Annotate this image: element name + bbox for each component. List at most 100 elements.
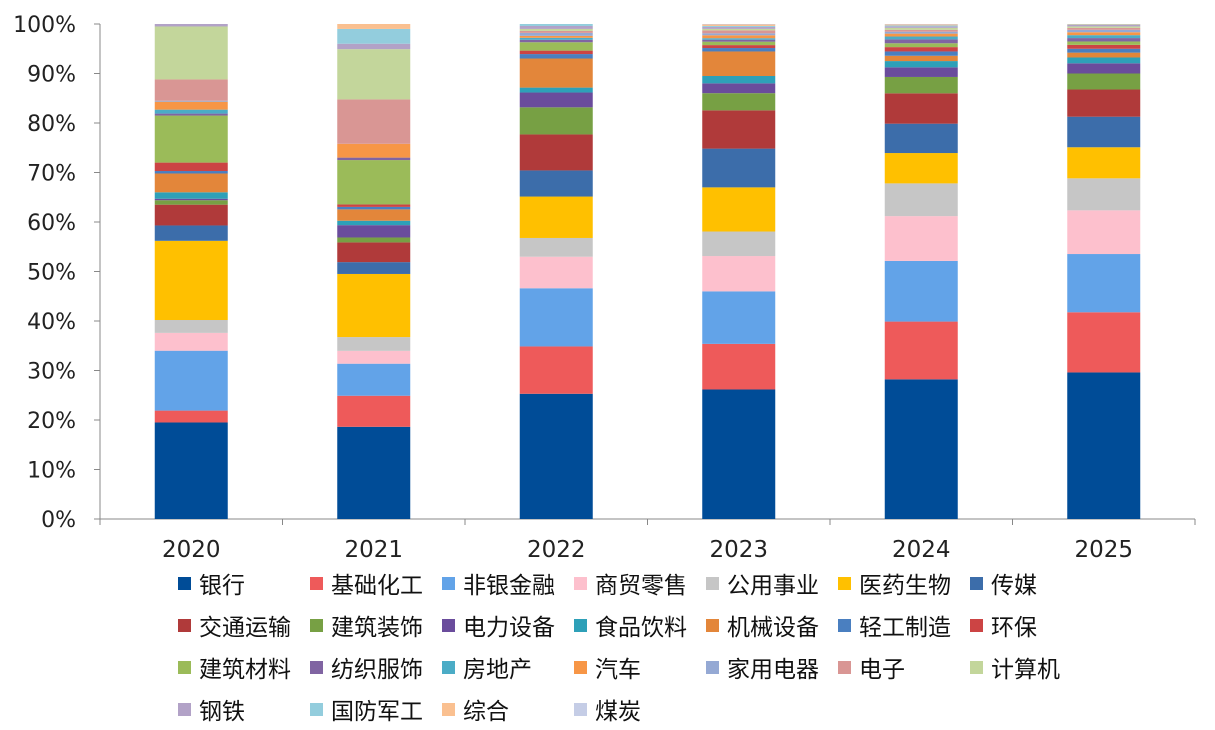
legend-swatch [574, 661, 587, 674]
legend-swatch [970, 619, 983, 632]
legend-swatch [706, 619, 719, 632]
bar-segment [1067, 26, 1140, 27]
x-tick-label: 2021 [344, 537, 403, 560]
legend-label: 机械设备 [727, 608, 819, 642]
bar-segment [520, 33, 593, 36]
legend-item: 商贸零售 [574, 566, 706, 600]
bar-segment [520, 346, 593, 393]
bar-segment [337, 144, 410, 158]
bar-segment [337, 351, 410, 364]
bar-segment [885, 153, 958, 183]
bar-segment [885, 322, 958, 380]
bar-segment [520, 36, 593, 38]
legend-item: 传媒 [970, 566, 1102, 600]
bar-segment [702, 76, 775, 83]
bar-segment [702, 256, 775, 291]
bar-segment [1067, 254, 1140, 312]
legend-item: 医药生物 [838, 566, 970, 600]
bar-segment [155, 199, 228, 200]
bar-segment [885, 51, 958, 55]
bar-segment [1067, 30, 1140, 32]
bar-segment [337, 24, 410, 29]
bar-segment [1067, 74, 1140, 90]
bar-segment [155, 79, 228, 100]
bar-stack-2025 [1067, 24, 1140, 519]
bar-segment [1067, 372, 1140, 519]
bar-segment [885, 379, 958, 519]
bar-segment [337, 158, 410, 160]
bar-stack-2023 [702, 24, 775, 519]
legend-item: 基础化工 [310, 566, 442, 600]
legend-label: 钢铁 [199, 692, 245, 726]
y-axis: 0%10%20%30%40%50%60%70%80%90%100% [13, 13, 100, 533]
legend-label: 电子 [859, 650, 905, 684]
legend-swatch [706, 661, 719, 674]
bar-segment [520, 107, 593, 134]
x-tick-label: 2024 [892, 537, 951, 560]
bar-segment [337, 44, 410, 49]
bar-segment [1067, 28, 1140, 30]
bar-segment [885, 47, 958, 51]
bar-segment [155, 163, 228, 171]
legend-swatch [970, 577, 983, 590]
bar-segment [885, 216, 958, 261]
legend-swatch [310, 619, 323, 632]
legend-item: 电子 [838, 650, 970, 684]
bar-segment [702, 83, 775, 93]
legend-item: 煤炭 [574, 692, 706, 726]
bars [155, 24, 1141, 519]
bar-segment [885, 28, 958, 30]
bar-segment [520, 29, 593, 31]
bar-segment [702, 110, 775, 148]
bar-segment [885, 37, 958, 40]
legend-item: 钢铁 [178, 692, 310, 726]
bar-segment [337, 207, 410, 209]
legend-swatch [970, 661, 983, 674]
bar-segment [885, 39, 958, 43]
bar-segment [337, 364, 410, 396]
legend-swatch [442, 619, 455, 632]
legend-item: 家用电器 [706, 650, 838, 684]
x-tick-label: 2020 [162, 537, 221, 560]
bar-segment [155, 411, 228, 423]
legend-swatch [574, 577, 587, 590]
bar-segment [155, 333, 228, 351]
bar-segment [155, 26, 228, 79]
legend-swatch [178, 703, 191, 716]
legend-item: 公用事业 [706, 566, 838, 600]
legend-label: 基础化工 [331, 566, 423, 600]
bar-segment [155, 205, 228, 226]
bar-segment [155, 320, 228, 333]
bar-segment [1067, 35, 1140, 38]
bar-segment [520, 31, 593, 33]
stacked-bar-chart: 0%10%20%30%40%50%60%70%80%90%100% 2020 20… [0, 0, 1215, 560]
y-tick-label: 40% [27, 310, 76, 335]
legend-label: 国防军工 [331, 692, 423, 726]
bar-segment [337, 242, 410, 262]
legend-item: 综合 [442, 692, 574, 726]
legend-swatch [310, 703, 323, 716]
legend-label: 非银金融 [463, 566, 555, 600]
bar-segment [885, 183, 958, 216]
bar-segment [155, 110, 228, 114]
x-tick-label: 2022 [527, 537, 586, 560]
legend-item: 环保 [970, 608, 1102, 642]
legend-item: 建筑装饰 [310, 608, 442, 642]
legend-label: 电力设备 [463, 608, 555, 642]
legend-row: 交通运输建筑装饰电力设备食品饮料机械设备轻工制造环保 [178, 604, 1188, 646]
bar-segment [1067, 210, 1140, 254]
bar-segment [520, 288, 593, 346]
bar-segment [885, 30, 958, 32]
legend-swatch [838, 577, 851, 590]
bar-segment [885, 77, 958, 93]
legend-item: 建筑材料 [178, 650, 310, 684]
legend-swatch [442, 661, 455, 674]
legend-label: 煤炭 [595, 692, 641, 726]
bar-segment [337, 427, 410, 519]
bar-segment [1067, 147, 1140, 178]
bar-segment [885, 32, 958, 34]
bar-segment [1067, 41, 1140, 44]
bar-segment [885, 24, 958, 25]
bar-segment [885, 34, 958, 37]
legend: 银行基础化工非银金融商贸零售公用事业医药生物传媒交通运输建筑装饰电力设备食品饮料… [178, 562, 1188, 730]
